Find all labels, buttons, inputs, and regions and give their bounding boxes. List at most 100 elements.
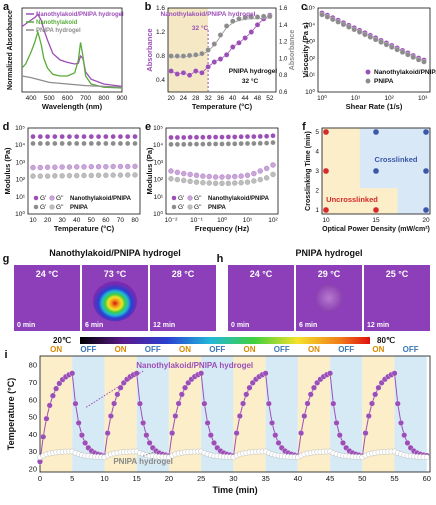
xtick-b-28: 28 bbox=[192, 95, 200, 102]
point-d-2-1 bbox=[37, 164, 43, 171]
off-label-1: OFF bbox=[145, 345, 161, 354]
point-e-3-16 bbox=[270, 171, 276, 178]
point-c-1-12 bbox=[383, 41, 390, 48]
point-d-2-4 bbox=[59, 164, 65, 170]
on-label-5: ON bbox=[372, 345, 384, 354]
point-e-2-12 bbox=[244, 172, 251, 178]
xlabel-d: Temperature (°C) bbox=[54, 224, 115, 233]
point-e-1-10 bbox=[232, 141, 238, 147]
point-d-2-6 bbox=[74, 164, 80, 170]
point-d-1-6 bbox=[74, 140, 80, 147]
xtick-a-500: 500 bbox=[44, 95, 55, 102]
thermal-time-g-0: 0 min bbox=[17, 322, 35, 329]
point-i-hot-97 bbox=[336, 432, 343, 439]
point-e-1-5 bbox=[200, 141, 206, 147]
ytick-b-1.6: 1.6 bbox=[156, 5, 165, 12]
point-d-1-9 bbox=[95, 140, 102, 147]
xtick-a-800: 800 bbox=[98, 95, 109, 102]
point-e-0-2 bbox=[181, 134, 187, 141]
point-i-hot-24 bbox=[111, 400, 118, 407]
off-label-5: OFF bbox=[403, 345, 419, 354]
point-b-0-0 bbox=[168, 68, 174, 74]
panel-label-e: e bbox=[145, 121, 151, 133]
point-i-hot-68 bbox=[246, 384, 253, 391]
point-i-hot-109 bbox=[372, 391, 379, 398]
panel-label-b: b bbox=[145, 1, 152, 13]
xlabel-a: Wavelength (nm) bbox=[42, 102, 103, 111]
legend-label-a-2: PNIPA hydrogel bbox=[36, 28, 81, 34]
ytick-d-1: 10¹ bbox=[16, 194, 26, 201]
point-f-3 bbox=[372, 206, 380, 214]
annotation-b-2temp: 32 °C bbox=[242, 77, 259, 85]
point-f-6 bbox=[422, 128, 430, 136]
ylabel-c: Viscosity (Pa s) bbox=[301, 22, 310, 78]
point-e-0-0 bbox=[168, 134, 174, 141]
panel-label-i: i bbox=[4, 349, 7, 361]
region-b-low bbox=[168, 8, 209, 92]
point-e-3-9 bbox=[225, 180, 232, 187]
point-e-1-14 bbox=[257, 140, 263, 146]
y2tick-b-1.0: 1.0 bbox=[279, 56, 288, 62]
point-i-hot-33 bbox=[140, 419, 147, 426]
thermal-image-g-2 bbox=[150, 265, 216, 331]
off-label-4: OFF bbox=[338, 345, 354, 354]
xtick-b-40: 40 bbox=[229, 95, 237, 102]
point-i-hot-56 bbox=[211, 439, 217, 446]
ytick-d-4: 10⁴ bbox=[15, 142, 25, 149]
annotation-b-2: PNIPA hydrogel bbox=[229, 68, 278, 75]
point-d-3-7 bbox=[81, 172, 87, 179]
point-d-2-11 bbox=[110, 163, 116, 170]
point-d-1-1 bbox=[37, 140, 43, 147]
point-b-0-12 bbox=[242, 35, 248, 41]
y2tick-b-0.8: 0.8 bbox=[279, 73, 288, 79]
point-i-hot-118 bbox=[401, 432, 408, 439]
scale-max: 80℃ bbox=[377, 336, 395, 345]
point-i-hot-34 bbox=[143, 432, 150, 439]
point-d-2-5 bbox=[66, 164, 73, 170]
xtick-b-44: 44 bbox=[242, 95, 250, 102]
point-e-2-16 bbox=[270, 162, 276, 168]
thermal-image-h-0 bbox=[228, 265, 294, 331]
point-i-hot-46 bbox=[178, 391, 185, 398]
xtick-e-1: 10⁻¹ bbox=[190, 217, 204, 224]
point-e-3-2 bbox=[181, 177, 187, 184]
point-b-0-14 bbox=[254, 22, 261, 28]
ytick-c-0: 10⁰ bbox=[305, 88, 315, 96]
legend-e-0: G' bbox=[178, 195, 184, 202]
thermal-time-g-2: 12 min bbox=[153, 322, 175, 329]
xtick-f-15: 15 bbox=[372, 217, 380, 224]
point-i-hot-75 bbox=[269, 419, 276, 426]
point-d-0-4 bbox=[59, 133, 65, 140]
point-b-0-11 bbox=[236, 40, 242, 46]
point-i-hot-6 bbox=[56, 380, 63, 387]
thermal-temp-g-0: 24 °C bbox=[36, 269, 59, 279]
point-i-hot-53 bbox=[201, 400, 208, 407]
y2label-b: Absorbance bbox=[289, 30, 296, 71]
xtick-i-15: 15 bbox=[133, 474, 141, 483]
point-i-hot-77 bbox=[275, 439, 282, 446]
point-b-1-5 bbox=[199, 50, 205, 57]
xtick-f-20: 20 bbox=[422, 217, 430, 224]
legend-name-e-1: PNIPA bbox=[208, 205, 227, 211]
point-i-hot-1 bbox=[40, 433, 47, 440]
point-b-1-3 bbox=[186, 52, 193, 59]
xlabel-c: Shear Rate (1/s) bbox=[346, 102, 403, 111]
point-d-1-14 bbox=[132, 140, 138, 147]
on-label-0: ON bbox=[50, 345, 62, 354]
point-c-1-3 bbox=[335, 19, 341, 25]
thermal-time-g-1: 6 min bbox=[85, 322, 103, 329]
point-f-4 bbox=[372, 167, 380, 175]
point-e-1-16 bbox=[270, 139, 276, 146]
y2tick-b-1.6: 1.6 bbox=[279, 6, 288, 12]
point-i-hot-11 bbox=[72, 400, 79, 407]
point-c-1-14 bbox=[394, 46, 400, 53]
ytick-f-2: 2 bbox=[315, 188, 319, 195]
y2tick-b-0.6: 0.6 bbox=[279, 90, 288, 96]
point-e-3-15 bbox=[263, 175, 270, 181]
xtick-d-7: 80 bbox=[131, 217, 139, 224]
point-b-1-9 bbox=[223, 23, 230, 29]
point-d-2-2 bbox=[44, 164, 51, 170]
point-b-0-2 bbox=[180, 70, 187, 76]
xtick-a-700: 700 bbox=[80, 95, 91, 102]
point-e-1-6 bbox=[206, 141, 212, 147]
